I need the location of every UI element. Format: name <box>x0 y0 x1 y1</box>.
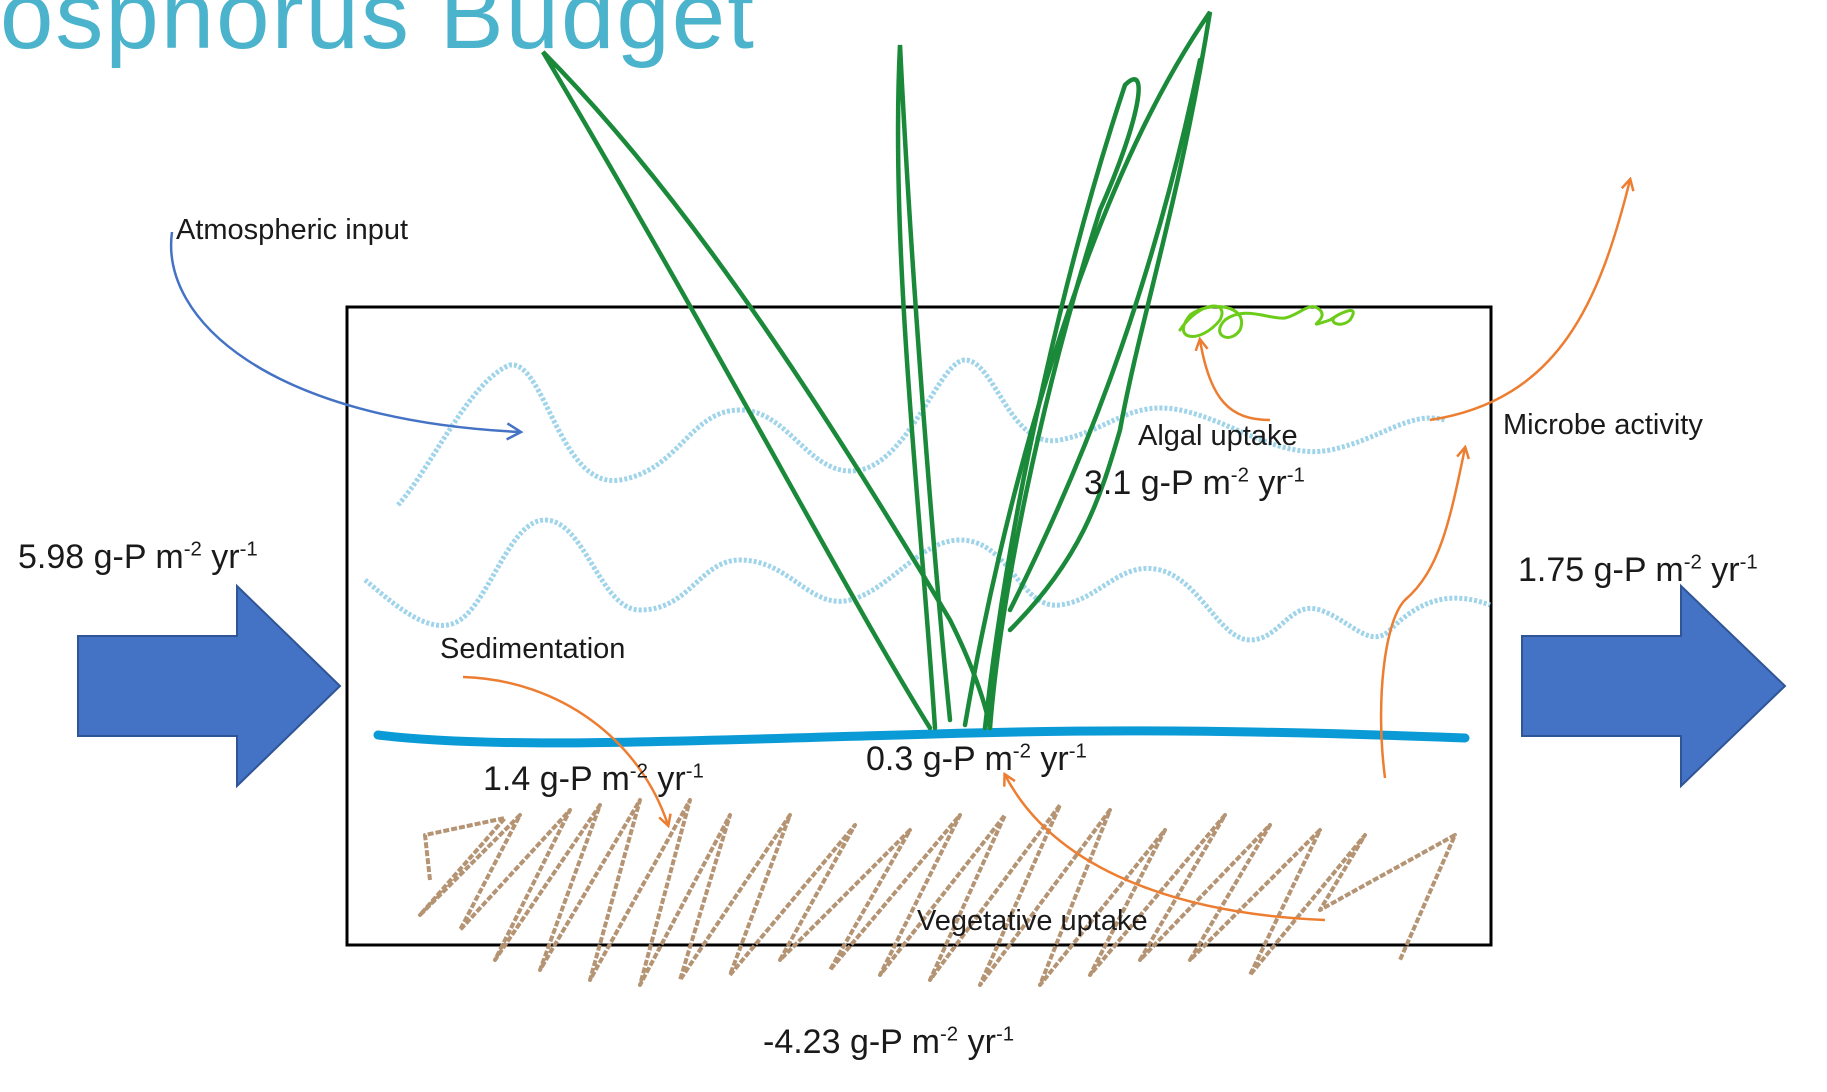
vegetative-uptake-label: Vegetative uptake <box>917 905 1148 937</box>
microbe-rising-arrow <box>1379 448 1465 779</box>
outflow-arrow <box>1521 583 1787 789</box>
atmospheric-input-label: Atmospheric input <box>176 214 409 246</box>
sediment-zigzag <box>418 798 1457 987</box>
water-wave-lower <box>363 517 1491 643</box>
plant-blades <box>541 10 1213 731</box>
inflow-rate-label: 5.98 g-P m-2 yr-1 <box>18 538 258 576</box>
microbe-activity-label: Microbe activity <box>1503 409 1703 441</box>
sedimentation-rate-label: 1.4 g-P m-2 yr-1 <box>483 760 704 798</box>
wetland-box <box>345 305 1493 947</box>
sediment-surface-line <box>373 726 1470 748</box>
sedimentation-label: Sedimentation <box>440 633 626 665</box>
algal-rate-label: 3.1 g-P m-2 yr-1 <box>1084 464 1305 502</box>
algal-uptake-label: Algal uptake <box>1138 420 1298 452</box>
algae-scribble <box>1178 304 1355 339</box>
page-title: osphorus Budget <box>0 0 756 69</box>
vegetative-uptake-arrow <box>1005 775 1326 922</box>
vegetative-rate-label: 0.3 g-P m-2 yr-1 <box>866 740 1087 778</box>
sedimentation-arrow <box>462 675 668 825</box>
atmospheric-input-arrow <box>169 231 520 432</box>
inflow-arrow <box>77 583 342 789</box>
outflow-rate-label: 1.75 g-P m-2 yr-1 <box>1518 551 1758 589</box>
storage-rate-label: -4.23 g-P m-2 yr-1 <box>763 1023 1015 1061</box>
water-wave-upper <box>396 357 1446 507</box>
microbe-activity-arrow <box>1429 180 1630 422</box>
algal-uptake-arrow <box>1200 340 1271 422</box>
